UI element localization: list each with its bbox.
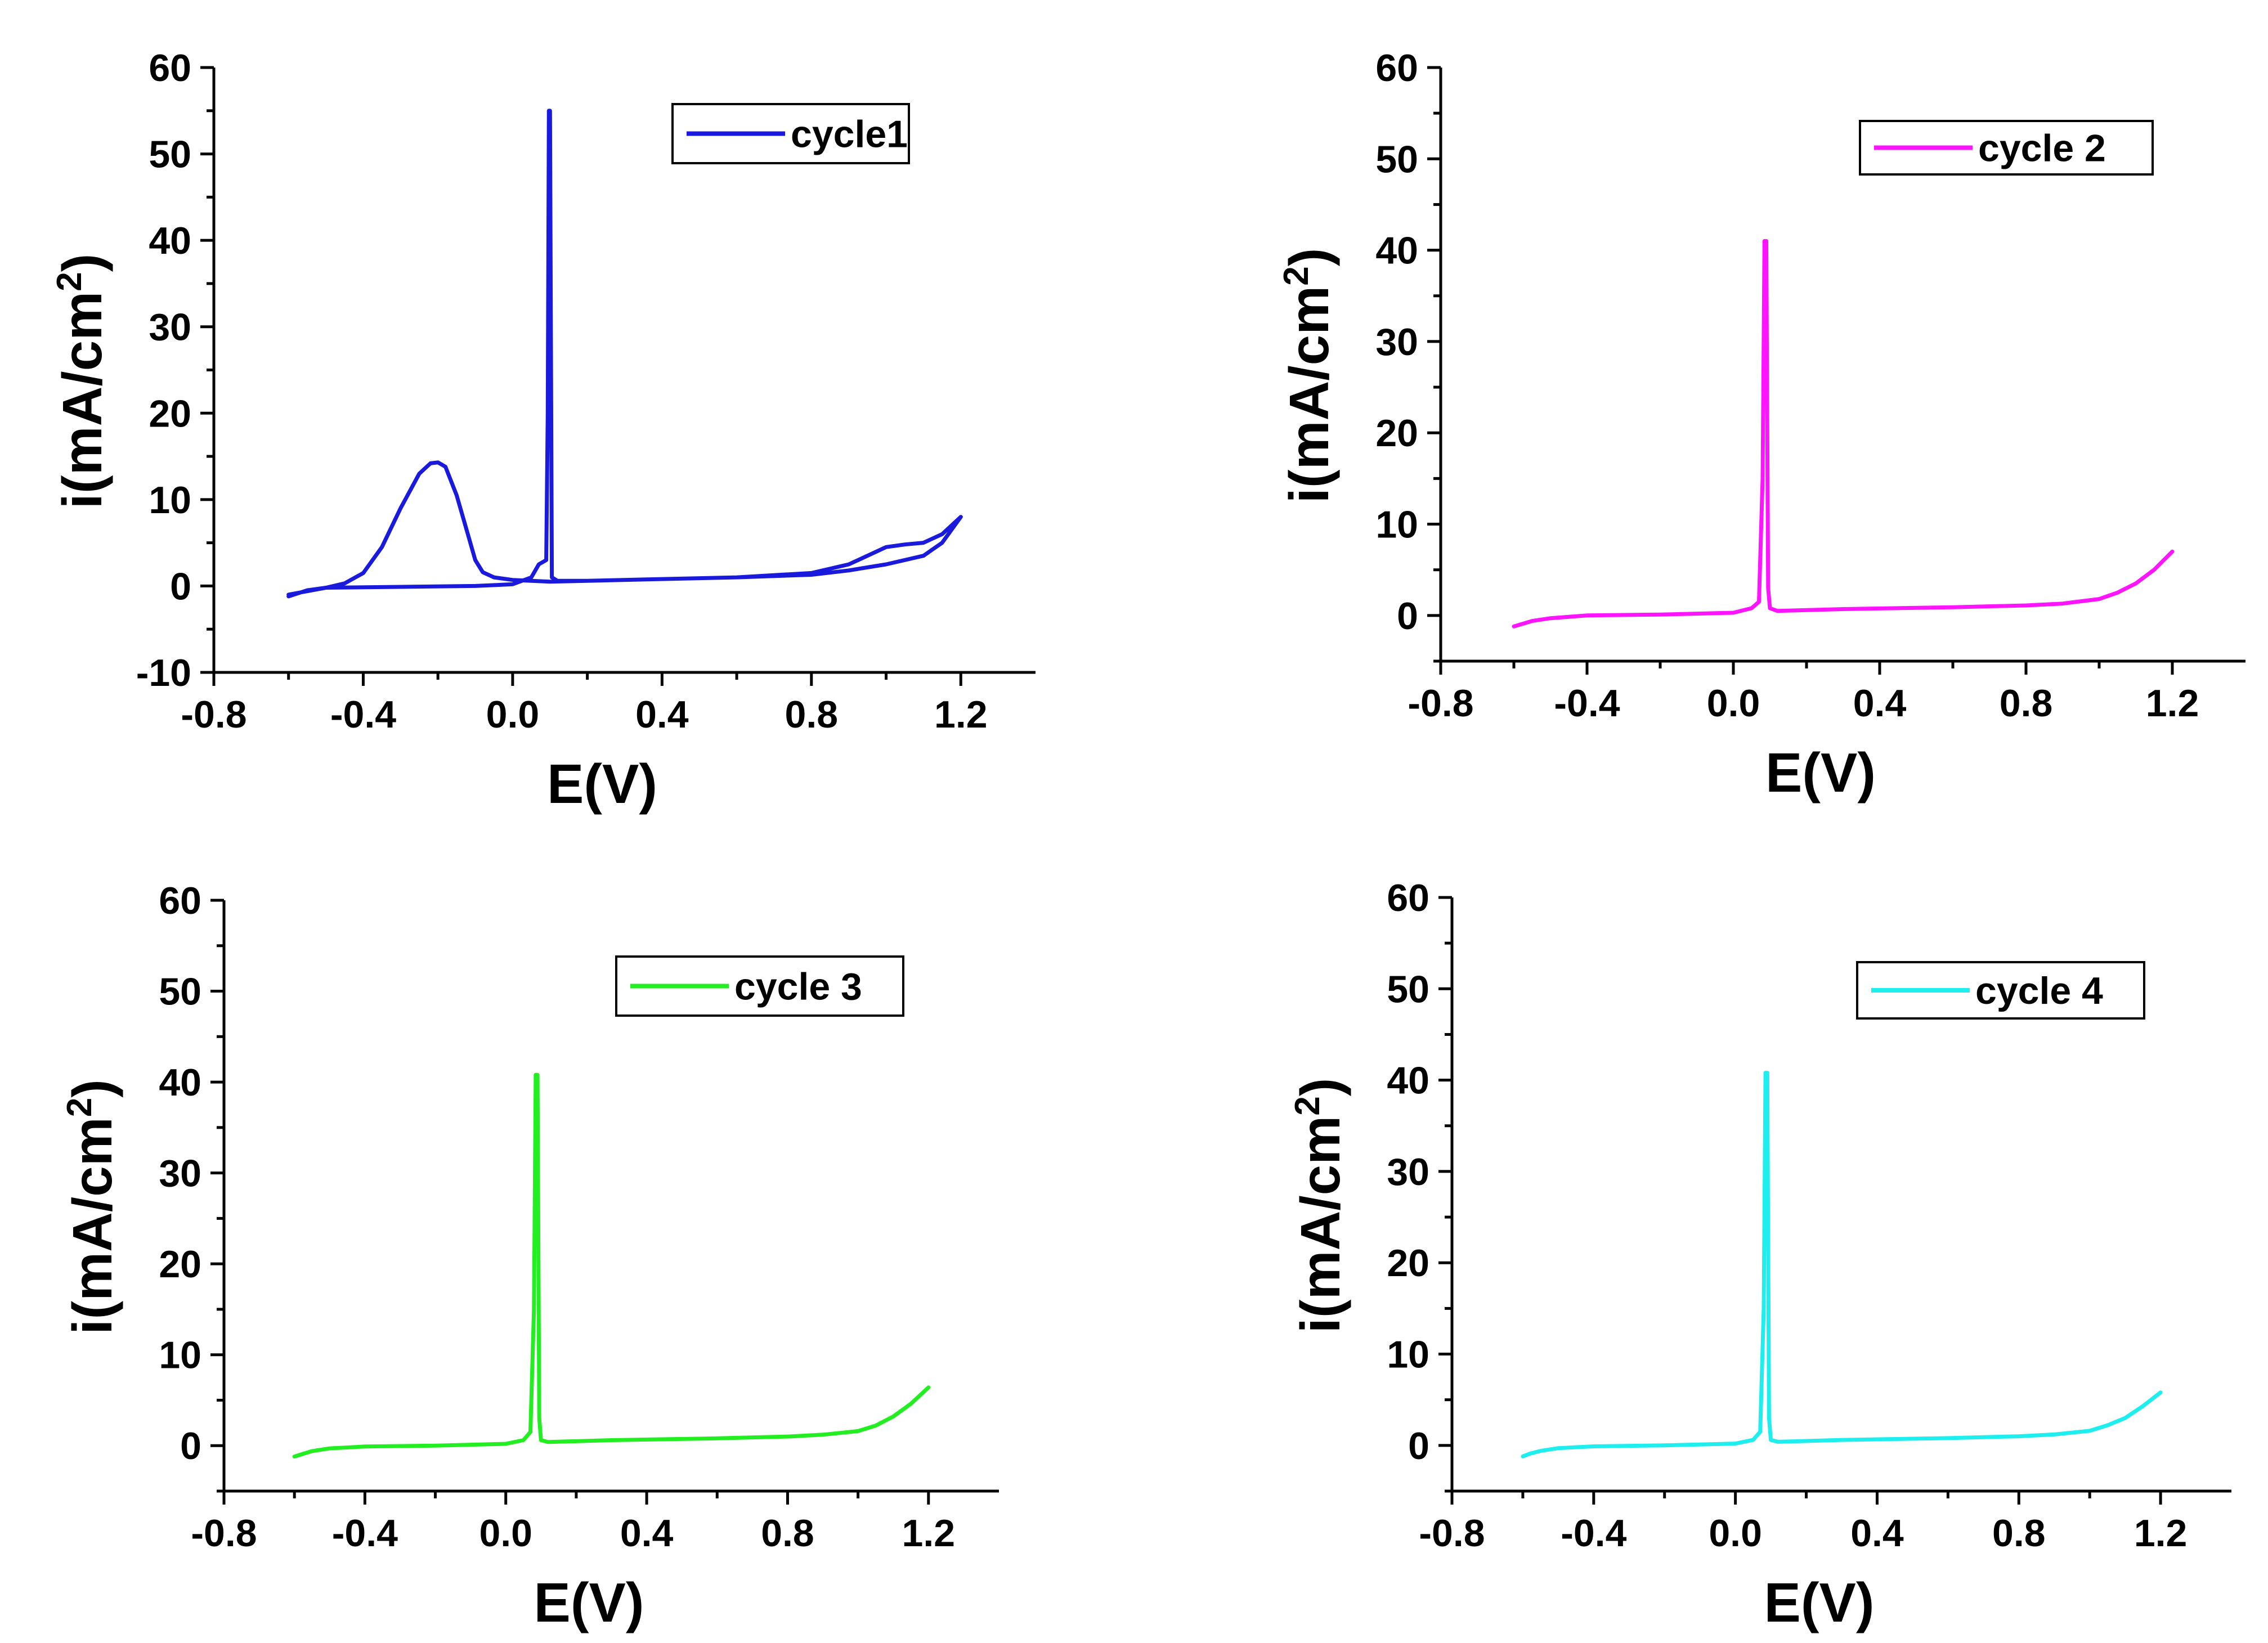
y-tick-label: 50 [1387, 968, 1429, 1011]
y-tick-label: -10 [136, 652, 191, 694]
y-tick-label: 30 [149, 306, 191, 349]
legend-label: cycle 2 [1978, 127, 2106, 170]
y-tick-label: 20 [1387, 1242, 1429, 1285]
x-tick-label: -0.8 [191, 1512, 257, 1555]
series-line-cycle3 [292, 1072, 931, 1459]
x-axis-label: E(V) [547, 753, 657, 815]
chart-panel-3: 0 10 20 30 40 50 60 -0.8 -0.4 0.0 0.4 0.8 1.2 E(V) i(m… [60, 879, 999, 1633]
y-tick-label: 0 [180, 1425, 201, 1467]
y-axis-label-close: ) [61, 1079, 123, 1098]
y-axis-label: i(mA/cm2) [60, 1079, 123, 1335]
x-tick-label: 0.8 [785, 693, 839, 736]
y-tick-label: 30 [159, 1152, 201, 1195]
x-tick-label: 0.4 [620, 1512, 674, 1555]
x-tick-label: 0.4 [1853, 682, 1907, 725]
x-axis-label: E(V) [534, 1572, 644, 1633]
y-axis-label-close: ) [1278, 248, 1340, 267]
x-tick-label: 0.8 [2000, 682, 2053, 725]
y-axis-label-superscript: 2 [50, 272, 89, 291]
y-tick-label: 20 [159, 1243, 201, 1286]
y-tick-label: 50 [1375, 138, 1418, 181]
y-tick-label: 10 [1387, 1334, 1429, 1376]
x-tick-label: -0.8 [181, 693, 246, 736]
series-line-cycle4 [1521, 1071, 2163, 1458]
chart-panel-1: -10 0 10 20 30 40 50 60 -0.8 -0.4 0.0 0.4 0.8 1.2 E(V)… [50, 47, 1036, 815]
y-tick-label: 40 [149, 219, 191, 262]
series-line-cycle1 [286, 109, 963, 599]
y-axis-label: i(mA/cm2) [1288, 1078, 1351, 1334]
y-tick-label: 0 [1408, 1425, 1429, 1467]
x-axis-label: E(V) [1765, 742, 1876, 803]
y-axis-label-main: i(mA/cm [51, 291, 113, 509]
y-tick-label: 40 [1375, 230, 1418, 272]
x-tick-label: -0.4 [1554, 682, 1620, 725]
y-tick-label: 60 [159, 879, 201, 922]
y-tick-label: 20 [1375, 412, 1418, 455]
x-tick-label: 0.8 [761, 1512, 814, 1555]
x-tick-label: -0.4 [330, 693, 396, 736]
x-tick-label: -0.4 [332, 1512, 398, 1555]
y-axis-label-main: i(mA/cm [61, 1117, 123, 1335]
x-tick-label: 0.0 [486, 693, 540, 736]
y-axis-label-superscript: 2 [1288, 1096, 1327, 1115]
legend: cycle 3 [615, 955, 904, 1017]
legend-label: cycle 3 [734, 966, 862, 1008]
y-axis-label-superscript: 2 [60, 1098, 99, 1117]
y-axis-label: i(mA/cm2) [50, 254, 113, 509]
y-tick-label: 0 [170, 565, 191, 608]
x-tick-label: 1.2 [934, 693, 988, 736]
legend: cycle 4 [1856, 961, 2145, 1020]
y-tick-label: 20 [149, 392, 191, 435]
x-tick-label: 1.2 [902, 1512, 956, 1555]
legend: cycle1 [671, 103, 910, 164]
x-tick-label: 0.0 [479, 1512, 532, 1555]
legend-label: cycle1 [791, 113, 908, 156]
x-axis-label: E(V) [1764, 1572, 1875, 1633]
y-axis-label-close: ) [1289, 1078, 1351, 1097]
y-axis-label-main: i(mA/cm [1278, 286, 1340, 504]
x-tick-label: 0.4 [635, 693, 689, 736]
x-tick-label: 0.8 [1992, 1512, 2046, 1555]
y-tick-label: 60 [1387, 877, 1429, 919]
y-tick-label: 10 [159, 1334, 201, 1377]
y-axis-label-superscript: 2 [1277, 266, 1316, 285]
legend: cycle 2 [1859, 120, 2154, 176]
y-tick-label: 40 [1387, 1060, 1429, 1102]
y-axis-label-main: i(mA/cm [1289, 1116, 1351, 1334]
y-tick-label: 60 [149, 47, 191, 89]
series-line-cycle2 [1512, 239, 2175, 629]
y-axis-label: i(mA/cm2) [1277, 248, 1340, 504]
y-axis-label-close: ) [51, 254, 113, 272]
y-tick-label: 50 [149, 133, 191, 176]
y-tick-label: 10 [149, 479, 191, 522]
x-tick-label: 0.0 [1709, 1512, 1762, 1555]
x-tick-label: -0.8 [1419, 1512, 1485, 1555]
y-tick-label: 10 [1375, 504, 1418, 546]
chart-panel-2: 0 10 20 30 40 50 60 -0.8 -0.4 0.0 0.4 0.8 1.2 E(V) i(m… [1277, 47, 2245, 803]
x-tick-label: 1.2 [2146, 682, 2199, 725]
y-tick-label: 0 [1397, 595, 1418, 638]
x-tick-label: -0.4 [1561, 1512, 1626, 1555]
x-tick-label: 0.0 [1707, 682, 1760, 725]
y-tick-label: 60 [1375, 47, 1418, 89]
y-tick-label: 50 [159, 971, 201, 1013]
x-tick-label: 1.2 [2134, 1512, 2188, 1555]
y-tick-label: 30 [1375, 321, 1418, 363]
legend-label: cycle 4 [1975, 969, 2103, 1012]
x-tick-label: 0.4 [1850, 1512, 1904, 1555]
y-tick-label: 30 [1387, 1151, 1429, 1193]
y-tick-label: 40 [159, 1061, 201, 1104]
x-tick-label: -0.8 [1408, 682, 1473, 725]
chart-panel-4: 0 10 20 30 40 50 60 -0.8 -0.4 0.0 0.4 0.8 1.2 E(V) i(m… [1288, 877, 2231, 1633]
